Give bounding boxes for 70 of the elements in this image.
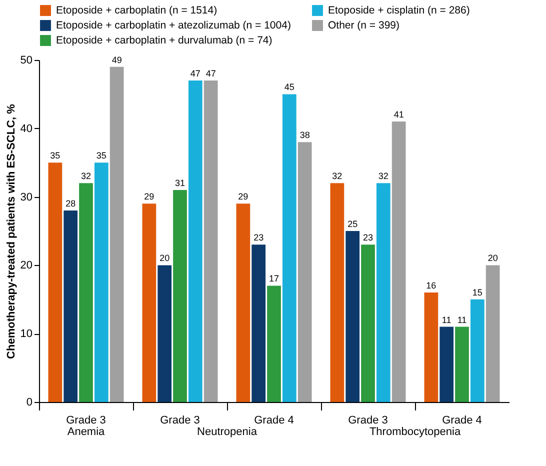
data-label: 32 bbox=[378, 171, 388, 182]
bar bbox=[376, 183, 390, 402]
data-label: 38 bbox=[300, 130, 310, 140]
bar bbox=[252, 244, 266, 402]
data-label: 47 bbox=[206, 68, 216, 79]
data-label: 20 bbox=[160, 253, 170, 264]
data-label: 47 bbox=[190, 68, 200, 79]
data-label: 29 bbox=[238, 192, 248, 202]
y-tick-label: 20 bbox=[20, 260, 32, 272]
data-label: 31 bbox=[174, 178, 186, 188]
data-label: 17 bbox=[268, 274, 280, 284]
bar bbox=[282, 94, 296, 402]
text: Neutropenia bbox=[197, 426, 258, 438]
y-tick-label: 0 bbox=[26, 396, 32, 408]
bar bbox=[298, 142, 312, 402]
y-tick-label: 50 bbox=[20, 54, 32, 66]
data-label: 16 bbox=[426, 280, 436, 291]
bar bbox=[48, 162, 62, 402]
bar bbox=[267, 286, 281, 402]
bar bbox=[142, 204, 156, 402]
bar bbox=[64, 210, 78, 402]
y-tick-label: 40 bbox=[20, 122, 32, 135]
bar bbox=[188, 80, 202, 402]
data-label: 11 bbox=[457, 314, 467, 325]
data-label: 23 bbox=[254, 232, 264, 243]
data-label: 32 bbox=[332, 171, 342, 182]
data-label: 35 bbox=[96, 150, 106, 161]
data-label: 35 bbox=[50, 150, 60, 161]
bar bbox=[455, 326, 469, 402]
bar bbox=[79, 183, 93, 402]
data-label: 49 bbox=[112, 54, 122, 65]
legend-label: Etoposide + carboplatin + atezolizumab (n = 1004) bbox=[56, 20, 291, 32]
data-label: 20 bbox=[488, 253, 498, 264]
y-tick-label: 30 bbox=[20, 191, 32, 204]
x-tick-label: Grade 4 bbox=[254, 414, 294, 426]
text: Anemia bbox=[67, 426, 106, 438]
bar bbox=[361, 244, 375, 402]
bar bbox=[470, 299, 484, 402]
bar bbox=[424, 292, 438, 402]
bar bbox=[110, 66, 124, 402]
bar bbox=[236, 204, 250, 402]
legend-label: Etoposide + cisplatin (n = 286) bbox=[328, 4, 470, 16]
data-label: 41 bbox=[394, 110, 404, 120]
data-label: 23 bbox=[362, 232, 374, 243]
x-tick-label: Grade 3 bbox=[160, 414, 200, 426]
bar bbox=[392, 122, 406, 402]
x-tick-label: Grade 3 bbox=[348, 414, 388, 426]
y-axis-title: Chemotherapy-treated patients with ES-SCLC, % bbox=[5, 104, 18, 359]
legend-label: Etoposide + carboplatin (n = 1514) bbox=[56, 4, 218, 16]
data-label: 28 bbox=[66, 198, 76, 208]
x-tick-label: Grade 4 bbox=[442, 414, 482, 426]
bar bbox=[173, 190, 187, 402]
bar bbox=[330, 183, 344, 402]
legend-label: Etoposide + carboplatin + durvalumab (n = 74) bbox=[56, 34, 272, 46]
bar bbox=[158, 265, 172, 402]
data-label: 11 bbox=[442, 314, 452, 325]
legend-label: Other (n = 399) bbox=[328, 20, 400, 32]
bar bbox=[440, 326, 454, 402]
data-label: 29 bbox=[144, 192, 154, 202]
bar bbox=[486, 265, 500, 402]
bar bbox=[94, 162, 108, 402]
data-label: 45 bbox=[284, 82, 294, 92]
bar bbox=[204, 80, 218, 402]
x-tick-label: Grade 3 bbox=[66, 414, 106, 426]
data-label: 25 bbox=[348, 219, 358, 229]
bar bbox=[346, 231, 360, 402]
data-label: 32 bbox=[80, 171, 92, 182]
y-tick-label: 10 bbox=[20, 328, 32, 340]
text: Thrombocytopenia bbox=[369, 426, 462, 438]
data-label: 15 bbox=[472, 287, 482, 298]
